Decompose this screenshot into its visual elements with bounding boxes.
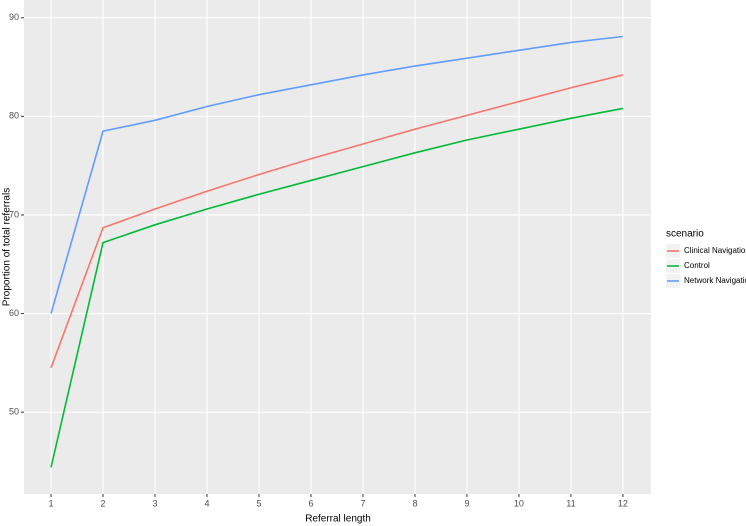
y-axis-title: Proportion of total referrals bbox=[2, 188, 13, 306]
y-tick-label: 60 bbox=[9, 308, 19, 318]
x-tick-label: 8 bbox=[412, 498, 417, 508]
legend-title: scenario bbox=[666, 229, 704, 240]
legend-label: Clinical Navigation bbox=[684, 246, 746, 255]
x-tick-label: 3 bbox=[153, 498, 158, 508]
y-tick-label: 80 bbox=[9, 111, 19, 121]
y-tick-label: 70 bbox=[9, 209, 19, 219]
plot-background bbox=[24, 0, 651, 494]
legend-label: Control bbox=[684, 261, 710, 270]
x-tick-label: 10 bbox=[514, 498, 524, 508]
y-tick-label: 90 bbox=[9, 12, 19, 22]
grid bbox=[24, 0, 651, 494]
x-tick-label: 12 bbox=[618, 498, 628, 508]
x-tick-label: 5 bbox=[256, 498, 261, 508]
x-tick-label: 11 bbox=[566, 498, 575, 508]
legend: Clinical Navigation Control Network Naviga… bbox=[666, 244, 746, 288]
x-axis-title: Referral length bbox=[305, 514, 371, 525]
x-tick-label: 1 bbox=[49, 498, 54, 508]
lines bbox=[50, 35, 624, 468]
legend-label: Network Navigation bbox=[684, 276, 746, 285]
series-line bbox=[50, 74, 624, 369]
series-line bbox=[50, 35, 624, 314]
x-tick-label: 4 bbox=[204, 498, 209, 508]
series-line bbox=[50, 107, 624, 468]
y-tick-label: 50 bbox=[9, 407, 19, 417]
x-tick-label: 7 bbox=[360, 498, 365, 508]
x-tick-label: 2 bbox=[101, 498, 106, 508]
x-tick-label: 6 bbox=[308, 498, 313, 508]
x-tick-label: 9 bbox=[464, 498, 469, 508]
